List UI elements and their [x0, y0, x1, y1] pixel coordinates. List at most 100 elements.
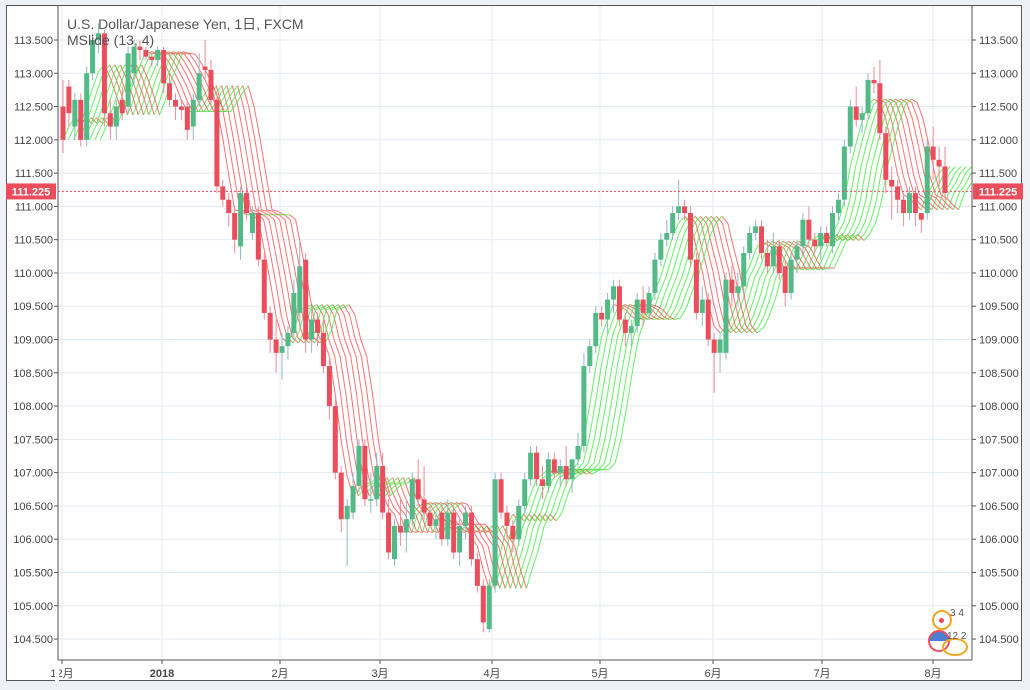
mslide-band-segment — [853, 221, 861, 235]
mslide-band-segment — [853, 200, 861, 223]
mslide-band-segment — [598, 462, 606, 470]
candle-body — [912, 193, 918, 214]
mslide-band-segment — [599, 367, 607, 405]
events-badge-top[interactable]: 3 4 — [932, 608, 966, 630]
mslide-band-segment — [896, 145, 904, 175]
mslide-band-segment — [404, 507, 411, 515]
mslide-band-segment — [588, 404, 596, 438]
mslide-band-segment — [763, 299, 771, 317]
candle-body — [705, 299, 711, 340]
mslide-band-segment — [965, 166, 972, 174]
mslide-band-segment — [521, 549, 529, 569]
candle-body — [492, 479, 498, 586]
mslide-band-segment — [429, 502, 436, 505]
event-circle-icon — [942, 638, 968, 656]
mslide-band-segment — [666, 236, 674, 257]
mslide-band-segment — [269, 281, 277, 317]
mslide-band-segment — [514, 569, 522, 589]
mslide-band-segment — [455, 502, 462, 508]
mslide-band-segment — [386, 477, 394, 484]
mslide-band-segment — [858, 221, 866, 235]
mslide-band-segment — [762, 315, 770, 329]
mslide-band-segment — [664, 291, 672, 309]
mslide-band-segment — [180, 84, 188, 101]
mslide-band-segment — [682, 236, 690, 257]
y-tick-label-left: 109.500 — [13, 301, 53, 313]
mslide-band-segment — [922, 118, 930, 146]
mslide-band-segment — [544, 513, 552, 522]
mslide-band-segment — [315, 307, 322, 311]
mslide-band-segment — [901, 145, 909, 175]
candle-body — [824, 233, 830, 244]
mslide-band-segment — [788, 247, 796, 260]
mslide-band-segment — [360, 356, 368, 395]
mslide-band-segment — [220, 85, 228, 94]
mslide-band-segment — [733, 247, 741, 272]
mslide-band-segment — [556, 479, 564, 495]
mslide-band-segment — [332, 304, 340, 315]
mslide-band-segment — [907, 145, 915, 175]
mslide-band-segment — [657, 315, 665, 320]
mslide-band-segment — [948, 184, 955, 194]
mslide-band-segment — [893, 104, 901, 122]
last-price-tag-left — [6, 183, 56, 200]
mslide-band-segment — [345, 394, 353, 442]
mslide-band-segment — [665, 256, 673, 277]
mslide-band-segment — [713, 325, 721, 334]
mslide-band-segment — [360, 339, 368, 357]
mslide-band-segment — [195, 62, 202, 74]
mslide-band-segment — [588, 437, 596, 463]
candle-body — [936, 159, 942, 167]
x-tick-label: 8月 — [924, 668, 941, 680]
y-tick-label-right: 111.000 — [979, 201, 1017, 213]
mslide-band-segment — [764, 266, 772, 279]
candle-body — [901, 199, 907, 214]
candle-body — [930, 146, 936, 160]
candle-body — [226, 199, 232, 214]
y-tick-label-left: 110.500 — [14, 235, 53, 247]
mslide-band-segment — [248, 138, 256, 175]
mslide-band-segment — [660, 256, 668, 277]
candle-body — [877, 83, 883, 134]
mslide-band-segment — [594, 404, 601, 438]
mslide-band-segment — [232, 138, 240, 175]
mslide-band-segment — [676, 256, 684, 277]
candle-body — [658, 239, 664, 260]
mslide-band-segment — [828, 254, 836, 269]
mslide-band-segment — [89, 117, 97, 127]
mslide-band-segment — [415, 514, 423, 532]
mslide-band-segment — [854, 166, 862, 201]
candle-body — [611, 286, 617, 300]
candle-body — [261, 259, 267, 313]
candle-body — [693, 259, 699, 313]
mslide-band-segment — [472, 513, 480, 525]
mslide-band-segment — [201, 84, 209, 101]
mslide-band-segment — [736, 299, 744, 317]
mslide-band-segment — [864, 200, 872, 223]
mslide-band-segment — [711, 222, 719, 249]
mslide-band-segment — [179, 73, 187, 86]
mslide-band-segment — [504, 569, 511, 589]
mslide-band-segment — [402, 477, 410, 484]
mslide-band-segment — [870, 166, 878, 201]
mslide-band-segment — [836, 234, 843, 241]
candle-body — [758, 226, 764, 253]
mslide-band-segment — [889, 98, 896, 106]
mslide-band-segment — [174, 73, 182, 86]
mslide-band-segment — [674, 307, 682, 319]
mslide-band-segment — [339, 356, 347, 395]
mslide-band-segment — [101, 106, 109, 124]
candle-body — [794, 246, 800, 260]
mslide-band-segment — [626, 367, 634, 405]
events-badge-bottom[interactable]: 12 2 — [928, 630, 972, 658]
mslide-band-segment — [620, 404, 628, 438]
candle-body — [445, 512, 451, 540]
candle-body — [66, 86, 72, 114]
mslide-band-segment — [599, 404, 607, 438]
mslide-band-segment — [138, 65, 146, 81]
mslide-band-segment — [179, 62, 186, 74]
mslide-band-segment — [285, 249, 292, 282]
indicator-legend[interactable]: MSlide (13, 4) — [67, 32, 155, 48]
mslide-band-segment — [866, 121, 874, 144]
